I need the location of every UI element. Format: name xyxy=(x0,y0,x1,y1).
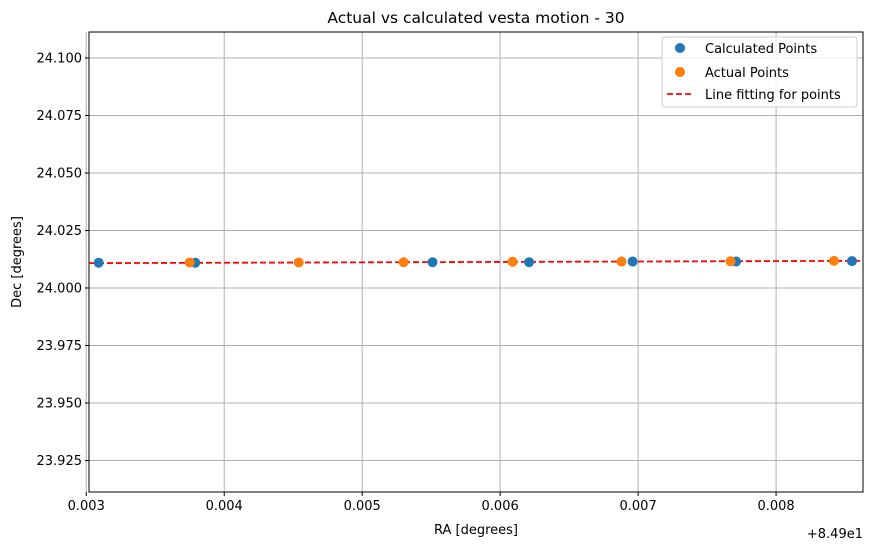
actual-point xyxy=(507,256,518,267)
actual-point xyxy=(829,255,840,266)
calculated-point xyxy=(93,257,104,268)
y-tick-label: 24.000 xyxy=(37,281,83,296)
fit-line xyxy=(88,259,864,265)
calculated-point xyxy=(627,256,638,267)
y-tick-label: 24.075 xyxy=(37,109,83,124)
legend-marker-actual xyxy=(675,67,685,77)
actual-point xyxy=(616,256,627,267)
x-tick-label: 0.007 xyxy=(620,499,657,514)
y-tick-label: 23.950 xyxy=(37,396,83,411)
plot-area xyxy=(88,31,864,493)
actual-point xyxy=(293,257,304,268)
x-tick-label: 0.008 xyxy=(757,499,794,514)
legend-label-actual: Actual Points xyxy=(705,66,789,81)
y-tick-label: 23.925 xyxy=(37,454,83,469)
axis-ticks: 0.003 0.004 0.005 0.006 0.007 0.008 23.925 23.9… xyxy=(37,51,795,514)
calculated-point xyxy=(524,257,535,268)
y-tick-label: 23.975 xyxy=(37,339,83,354)
legend-label-calculated: Calculated Points xyxy=(705,42,817,57)
calculated-point xyxy=(846,256,857,267)
fit-line-layer xyxy=(88,259,864,265)
legend: Calculated Points Actual Points Line fit… xyxy=(661,36,858,108)
x-tick-label: 0.004 xyxy=(206,499,243,514)
y-tick-label: 24.025 xyxy=(37,224,83,239)
actual-point xyxy=(184,257,195,268)
x-axis-label: RA [degrees] xyxy=(434,523,518,538)
y-axis-label: Dec [degrees] xyxy=(10,216,25,308)
x-tick-label: 0.006 xyxy=(482,499,519,514)
calculated-point xyxy=(427,257,438,268)
y-tick-label: 24.050 xyxy=(37,166,83,181)
chart-title: Actual vs calculated vesta motion - 30 xyxy=(327,9,624,27)
legend-label-fit-line: Line fitting for points xyxy=(705,88,841,103)
x-offset-label: +8.49e1 xyxy=(807,527,863,542)
y-tick-label: 24.100 xyxy=(37,51,83,66)
legend-box xyxy=(661,36,858,108)
legend-marker-calculated xyxy=(675,43,685,53)
x-tick-label: 0.003 xyxy=(68,499,105,514)
actual-point xyxy=(725,256,736,267)
x-tick-label: 0.005 xyxy=(344,499,381,514)
actual-point xyxy=(398,257,409,268)
points-layer xyxy=(93,255,857,268)
